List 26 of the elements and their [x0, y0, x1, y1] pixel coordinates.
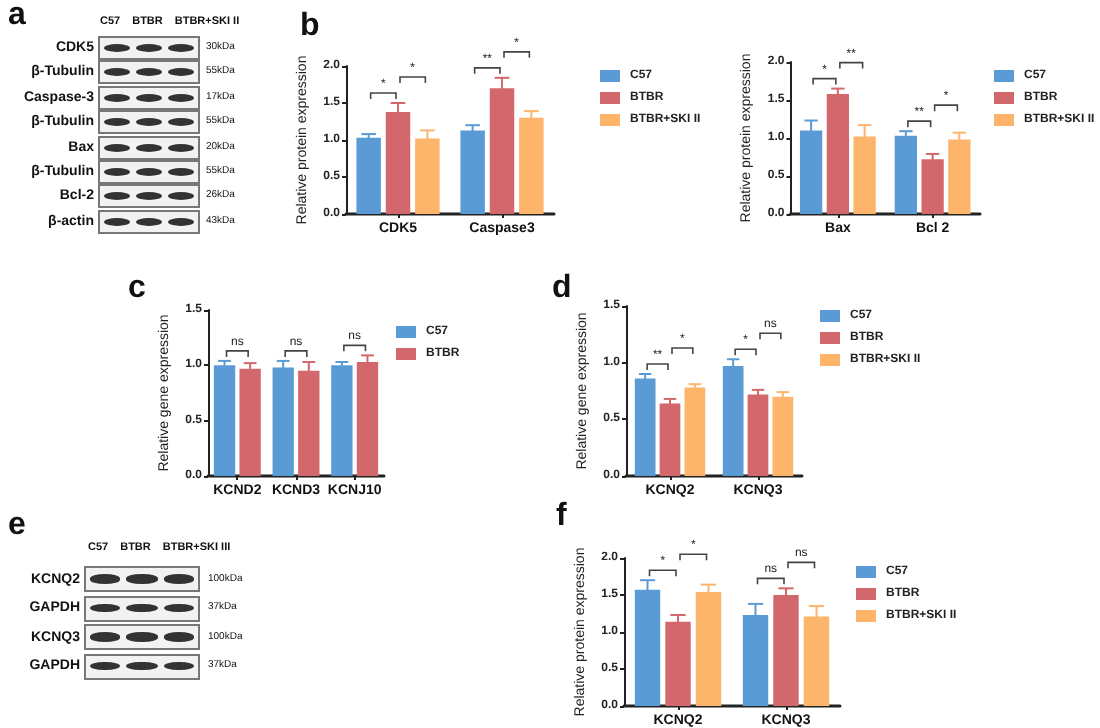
bar [385, 111, 411, 214]
bar [772, 396, 794, 476]
bar [695, 592, 722, 706]
bar [519, 117, 544, 214]
bar [634, 378, 656, 476]
bar [747, 394, 769, 476]
chart-title: f [556, 499, 568, 533]
bar [948, 139, 971, 214]
bar [684, 387, 706, 476]
chart-title: b [300, 9, 320, 43]
chart-title: c [128, 271, 146, 305]
bar [921, 159, 944, 214]
bar [460, 130, 485, 214]
bar [634, 589, 661, 706]
bar [826, 93, 850, 214]
bar [799, 130, 823, 214]
bar [722, 366, 744, 476]
text: e [8, 508, 26, 542]
bar [773, 595, 799, 706]
bar [894, 135, 918, 214]
bar [356, 137, 381, 214]
text: a [8, 0, 26, 32]
bar [665, 621, 691, 706]
bar [659, 403, 681, 476]
chart-title: d [552, 271, 572, 305]
bar [415, 138, 440, 214]
